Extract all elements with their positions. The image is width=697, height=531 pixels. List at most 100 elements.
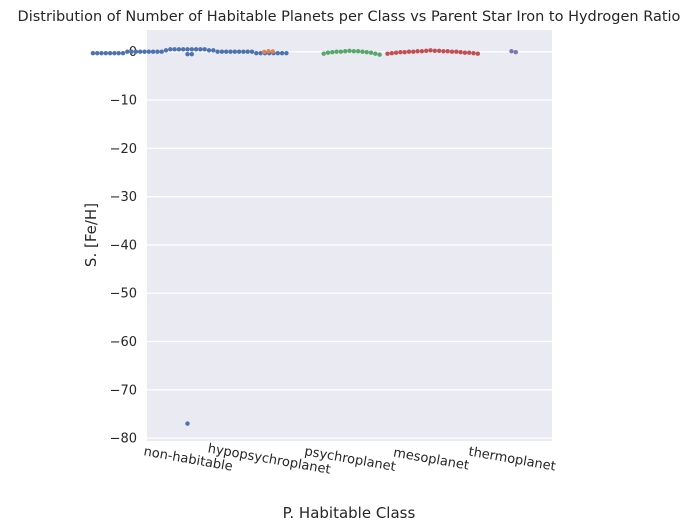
y-tick-label: −60 [110,335,137,350]
data-point-mesoplanet [398,50,403,55]
data-point-mesoplanet [389,50,394,56]
data-point-mesoplanet [402,50,407,55]
data-point-mesoplanet [454,49,459,54]
data-point-non-habitable [198,47,203,52]
data-point-non-habitable [95,50,100,56]
data-point-mesoplanet [385,51,390,56]
data-point-mesoplanet [458,50,463,55]
data-point-non-habitable [185,51,190,57]
data-point-psychroplanet [334,49,339,54]
plot-background [147,30,552,441]
data-point-non-habitable [185,421,190,426]
data-point-non-habitable [211,48,216,53]
data-point-non-habitable [159,49,164,54]
data-point-psychroplanet [351,49,356,54]
data-point-non-habitable [228,49,233,54]
data-point-non-habitable [193,47,199,52]
data-point-thermoplanet [513,50,518,55]
data-point-non-habitable [202,47,207,52]
data-point-psychroplanet [360,49,365,54]
x-axis-label: P. Habitable Class [283,504,416,522]
data-point-non-habitable [189,47,194,52]
data-point-non-habitable [245,49,250,54]
data-point-non-habitable [138,49,143,54]
data-point-non-habitable [172,47,177,52]
y-tick-label: −70 [110,383,137,398]
data-point-non-habitable [163,48,169,53]
data-point-non-habitable [90,50,96,56]
x-tick-label-thermoplanet: thermoplanet [467,445,556,475]
y-tick-label: −20 [110,142,137,157]
data-point-psychroplanet [343,49,348,54]
data-point-non-habitable [284,50,289,56]
data-point-non-habitable [279,50,285,56]
chart-title: Distribution of Number of Habitable Plan… [18,9,681,25]
data-point-psychroplanet [347,48,352,53]
data-points [90,47,518,426]
data-point-mesoplanet [406,49,412,54]
y-tick-label: −40 [110,238,137,253]
data-point-mesoplanet [424,48,429,53]
data-point-psychroplanet [325,50,331,55]
data-point-non-habitable [129,49,134,54]
data-point-non-habitable [99,50,104,56]
data-point-psychroplanet [338,49,344,54]
data-point-non-habitable [133,49,139,54]
data-point-mesoplanet [449,49,455,54]
data-point-non-habitable [249,49,255,54]
data-point-psychroplanet [373,51,378,56]
data-point-thermoplanet [509,49,514,54]
data-point-mesoplanet [471,50,476,56]
data-point-psychroplanet [364,50,369,55]
grid-lines [147,51,552,439]
data-point-non-habitable [189,51,194,57]
data-point-non-habitable [125,49,130,54]
data-point-non-habitable [103,50,109,56]
y-tick-label: −80 [110,432,137,447]
data-point-non-habitable [150,49,156,54]
y-tick-label: −30 [110,190,137,205]
data-point-mesoplanet [475,51,480,56]
data-point-non-habitable [176,47,182,52]
data-point-non-habitable [116,50,121,56]
data-point-hypopsychroplanet [266,49,271,54]
data-point-non-habitable [232,49,237,54]
y-tick-labels: 0−10−20−30−40−50−60−70−80 [110,45,137,446]
data-point-non-habitable [112,50,117,56]
data-point-psychroplanet [355,49,361,54]
data-point-psychroplanet [368,50,374,55]
data-point-mesoplanet [432,48,437,53]
data-point-non-habitable [236,49,242,54]
y-axis-label: S. [Fe/H] [82,203,100,267]
data-point-psychroplanet [330,50,335,55]
data-point-non-habitable [185,47,190,52]
x-tick-labels: non-habitablehypopsychroplanetpsychropla… [142,441,556,477]
data-point-non-habitable [142,49,147,54]
data-point-non-habitable [224,49,229,54]
data-point-hypopsychroplanet [262,49,267,55]
data-point-mesoplanet [441,49,446,54]
data-point-psychroplanet [377,52,382,57]
data-point-non-habitable [215,49,220,54]
data-point-non-habitable [206,48,212,53]
data-point-non-habitable [120,50,126,56]
data-point-mesoplanet [436,48,442,53]
data-point-mesoplanet [462,50,468,55]
data-point-mesoplanet [428,48,433,53]
data-point-mesoplanet [467,50,472,55]
data-point-mesoplanet [419,49,425,54]
data-point-mesoplanet [411,49,416,54]
x-tick-label-mesoplanet: mesoplanet [392,446,470,474]
data-point-non-habitable [258,50,263,56]
data-point-mesoplanet [393,50,399,55]
data-point-non-habitable [275,50,280,56]
y-tick-label: −10 [110,94,137,109]
data-point-hypopsychroplanet [270,49,275,54]
data-point-non-habitable [241,49,246,54]
data-point-non-habitable [219,49,225,54]
data-point-non-habitable [181,47,186,52]
data-point-non-habitable [107,50,113,56]
data-point-psychroplanet [321,51,326,56]
data-point-non-habitable [254,50,259,56]
